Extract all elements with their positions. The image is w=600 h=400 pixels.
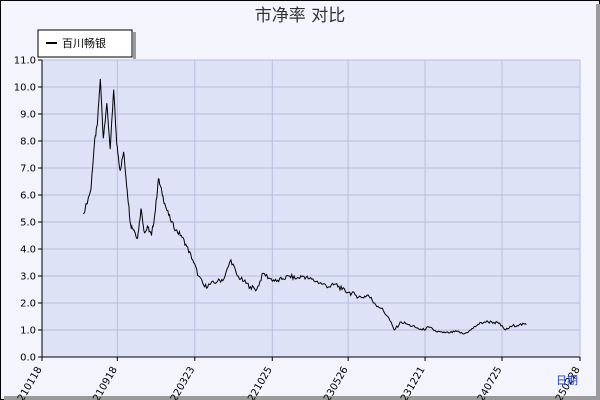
y-tick-label: 10.0 — [14, 83, 36, 94]
series-line-baichuan — [83, 78, 527, 335]
y-tick-label: 0.0 — [20, 353, 36, 364]
x-tick-label: 20240725 — [470, 365, 505, 400]
y-tick-label: 7.0 — [20, 164, 36, 175]
legend-shadow — [133, 32, 136, 59]
y-axis: 0.0 1.0 2.0 3.0 4.0 5.0 6.0 7.0 8.0 9.0 10.0 11.0 — [14, 56, 43, 364]
chart-title: 市净率 对比 — [255, 6, 345, 26]
x-tick-label: 20220323 — [162, 365, 197, 400]
legend-item-label: 百川畅银 — [62, 36, 106, 50]
frame-shadow-bottom — [4, 396, 600, 400]
y-tick-label: 3.0 — [20, 272, 36, 283]
x-tick-label: 20210118 — [10, 365, 45, 400]
y-tick-label: 4.0 — [20, 245, 36, 256]
x-tick-label: 20230526 — [316, 365, 351, 400]
x-axis: 20210118 20210918 20220323 20221025 20230526… — [10, 356, 583, 400]
y-tick-label: 9.0 — [20, 110, 36, 121]
y-tick-label: 2.0 — [20, 299, 36, 310]
legend: 百川畅银 — [37, 29, 136, 59]
x-tick-label: 20210918 — [85, 365, 120, 400]
x-tick-label: 20221025 — [240, 365, 275, 400]
x-axis-label: 日期 — [556, 374, 578, 387]
plot-area — [42, 60, 580, 357]
y-tick-label: 6.0 — [20, 191, 36, 202]
y-tick-label: 1.0 — [20, 326, 36, 337]
y-tick-label: 8.0 — [20, 137, 36, 148]
x-tick-label: 20231221 — [393, 365, 428, 400]
frame-shadow-right — [596, 4, 600, 400]
y-tick-label: 5.0 — [20, 218, 36, 229]
y-tick-label: 11.0 — [14, 56, 36, 67]
